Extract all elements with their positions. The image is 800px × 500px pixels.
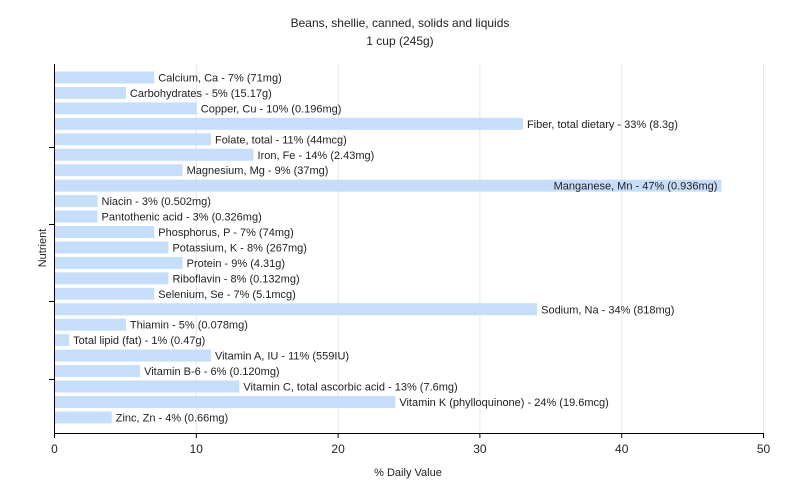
x-tick-label: 0 bbox=[51, 442, 58, 456]
bar bbox=[55, 179, 722, 192]
bar bbox=[55, 102, 197, 115]
axes bbox=[54, 64, 764, 434]
x-axis-title: % Daily Value bbox=[374, 467, 442, 479]
data-label: Vitamin A, IU - 11% (559IU) bbox=[215, 351, 349, 363]
data-label: Sodium, Na - 34% (818mg) bbox=[541, 304, 674, 316]
data-label: Potassium, K - 8% (267mg) bbox=[172, 242, 307, 254]
data-label: Zinc, Zn - 4% (0.66mg) bbox=[116, 412, 228, 424]
data-label: Calcium, Ca - 7% (71mg) bbox=[158, 73, 281, 85]
data-label: Magnesium, Mg - 9% (37mg) bbox=[187, 165, 329, 177]
data-label: Phosphorus, P - 7% (74mg) bbox=[158, 227, 294, 239]
data-label: Iron, Fe - 14% (2.43mg) bbox=[258, 150, 375, 162]
y-ticks bbox=[49, 147, 54, 380]
data-label: Thiamin - 5% (0.078mg) bbox=[130, 320, 248, 332]
y-axis-title: Nutrient bbox=[37, 229, 49, 268]
x-tick-label: 40 bbox=[615, 442, 629, 456]
data-label: Manganese, Mn - 47% (0.936mg) bbox=[554, 181, 718, 193]
bar bbox=[55, 241, 169, 254]
x-tick-label: 20 bbox=[331, 442, 345, 456]
chart-subtitle: 1 cup (245g) bbox=[366, 34, 433, 48]
bars bbox=[55, 71, 722, 424]
data-label: Vitamin C, total ascorbic acid - 13% (7.… bbox=[243, 382, 457, 394]
bar bbox=[55, 349, 211, 362]
bar bbox=[55, 86, 126, 99]
data-label: Niacin - 3% (0.502mg) bbox=[102, 196, 211, 208]
bar bbox=[55, 365, 141, 378]
bar bbox=[55, 303, 538, 316]
data-label: Total lipid (fat) - 1% (0.47g) bbox=[73, 335, 205, 347]
data-label: Vitamin K (phylloquinone) - 24% (19.6mcg… bbox=[399, 397, 609, 409]
x-tick-label: 10 bbox=[190, 442, 204, 456]
data-label: Folate, total - 11% (44mcg) bbox=[215, 134, 347, 146]
data-label: Carbohydrates - 5% (15.17g) bbox=[130, 88, 272, 100]
data-label: Pantothenic acid - 3% (0.326mg) bbox=[102, 212, 262, 224]
data-label: Fiber, total dietary - 33% (8.3g) bbox=[527, 119, 678, 131]
bar bbox=[55, 148, 254, 161]
bar bbox=[55, 71, 155, 84]
data-label: Copper, Cu - 10% (0.196mg) bbox=[201, 103, 342, 115]
bar bbox=[55, 334, 70, 347]
bar bbox=[55, 318, 126, 331]
bar bbox=[55, 164, 183, 177]
bar bbox=[55, 256, 183, 269]
bar bbox=[55, 395, 396, 408]
bar bbox=[55, 195, 98, 208]
bar bbox=[55, 210, 98, 223]
data-label: Selenium, Se - 7% (5.1mcg) bbox=[158, 289, 296, 301]
data-label: Protein - 9% (4.31g) bbox=[187, 258, 285, 270]
bar bbox=[55, 117, 523, 130]
bar bbox=[55, 411, 112, 424]
data-label: Riboflavin - 8% (0.132mg) bbox=[172, 273, 299, 285]
bar bbox=[55, 133, 211, 146]
x-ticks: 0 10 20 30 40 50 bbox=[51, 433, 770, 456]
bar bbox=[55, 380, 240, 393]
data-labels: Calcium, Ca - 7% (71mg) Carbohydrates - 5… bbox=[73, 73, 717, 425]
chart-title: Beans, shellie, canned, solids and liqui… bbox=[291, 16, 510, 30]
bar bbox=[55, 226, 155, 238]
bar bbox=[55, 272, 169, 285]
x-tick-label: 30 bbox=[473, 442, 487, 456]
bar bbox=[55, 287, 155, 300]
data-label: Vitamin B-6 - 6% (0.120mg) bbox=[144, 366, 280, 378]
x-tick-label: 50 bbox=[757, 442, 771, 456]
